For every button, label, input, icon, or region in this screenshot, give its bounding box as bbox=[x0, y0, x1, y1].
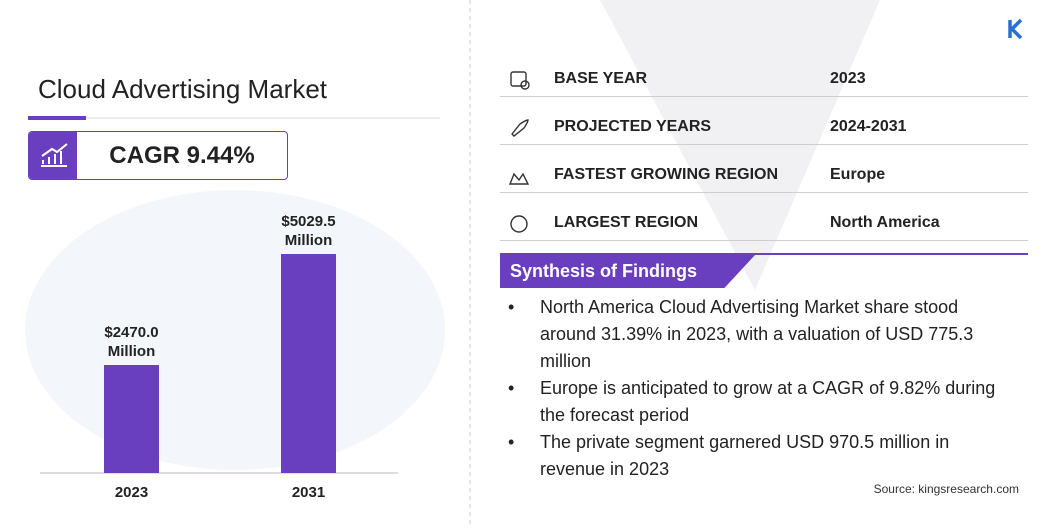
row-line bbox=[500, 96, 1028, 97]
row-line bbox=[500, 144, 1028, 145]
logo bbox=[1008, 18, 1023, 40]
row-value: 2024-2031 bbox=[830, 118, 907, 135]
bar bbox=[281, 254, 336, 473]
x-tick-label: 2023 bbox=[114, 484, 149, 501]
value-label: $5029.5 Million bbox=[281, 213, 336, 249]
cagr-value: CAGR 9.44% bbox=[109, 142, 255, 169]
row-label: PROJECTED YEARS bbox=[554, 118, 712, 135]
title: Cloud Advertising Market bbox=[38, 74, 328, 104]
source: Source: kingsresearch.com bbox=[873, 482, 1019, 496]
cagr-icon-art bbox=[41, 143, 68, 167]
row-label: FASTEST GROWING REGION bbox=[554, 166, 779, 183]
finding: North America Cloud Advertising Market s… bbox=[505, 294, 1015, 375]
row-value: North America bbox=[830, 214, 940, 231]
row-label: BASE YEAR bbox=[554, 70, 648, 87]
cagr-box: CAGR 9.44% bbox=[28, 131, 288, 180]
row-value: Europe bbox=[830, 166, 886, 183]
title-accent bbox=[28, 116, 86, 120]
row-value: 2023 bbox=[830, 70, 866, 87]
bar bbox=[104, 365, 159, 473]
row-icons bbox=[508, 71, 530, 233]
bar-chart: $2470.0 Million 2023 $5029.5 Million 2031 bbox=[0, 0, 470, 528]
decor-triangle bbox=[600, 0, 880, 290]
row-label: LARGEST REGION bbox=[554, 214, 699, 231]
x-tick-label: 2031 bbox=[291, 484, 326, 501]
finding: Europe is anticipated to grow at a CAGR … bbox=[505, 375, 1015, 429]
cagr-icon bbox=[29, 132, 77, 179]
row-line bbox=[500, 240, 1028, 241]
value-label: $2470.0 Million bbox=[104, 324, 159, 361]
findings-list: North America Cloud Advertising Market s… bbox=[505, 294, 1015, 483]
synthesis-title: Synthesis of Findings bbox=[500, 255, 755, 288]
finding: The private segment garnered USD 970.5 m… bbox=[505, 429, 1015, 483]
row-line bbox=[500, 192, 1028, 193]
